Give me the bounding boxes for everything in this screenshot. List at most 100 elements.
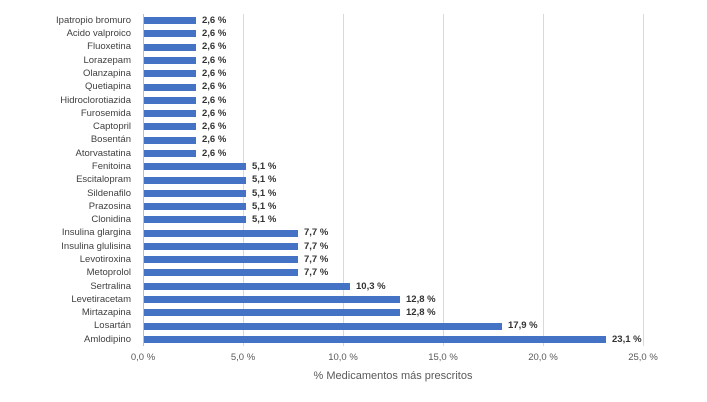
category-label: Levotiroxina [79, 253, 131, 265]
bar-value-label: 12,8 % [406, 293, 436, 305]
bar-row: 5,1 % [144, 160, 644, 173]
bar [144, 56, 196, 64]
bar-value-label: 2,6 % [202, 94, 227, 106]
category-label: Insulina glulisina [61, 240, 131, 252]
bar [144, 242, 298, 250]
category-label: Clonidina [91, 214, 131, 226]
bar-row: 12,8 % [144, 293, 644, 306]
bar-value-label: 2,6 % [202, 14, 227, 26]
plot-area: 2,6 % 2,6 % 2,6 % 2,6 % 2,6 % 2,6 % 2,6 % 2,6 %… [143, 14, 644, 346]
bar-value-label: 2,6 % [202, 68, 227, 80]
category-label: Fenitoina [91, 160, 131, 172]
bar-row: 5,1 % [144, 200, 644, 213]
x-tick-label: 15,0 % [428, 352, 458, 363]
x-tick-label: 10,0 % [328, 352, 358, 363]
bar-row: 2,6 % [144, 147, 644, 160]
bar [144, 269, 298, 277]
bar-row: 5,1 % [144, 173, 644, 186]
category-label: Amlodipino [84, 333, 131, 345]
bar-value-label: 5,1 % [252, 214, 277, 226]
gridline [543, 14, 544, 346]
bar [144, 149, 196, 157]
bar-row: 17,9 % [144, 319, 644, 332]
bar-value-label: 2,6 % [202, 54, 227, 66]
category-label: Losartán [94, 320, 131, 332]
bar [144, 30, 196, 38]
bar-row: 23,1 % [144, 333, 644, 346]
y-axis-category-labels: Ipatropio bromuro Acido valproico Fluoxeti… [0, 14, 137, 346]
bar-value-label: 2,6 % [202, 121, 227, 133]
category-label: Fluoxetina [87, 41, 131, 53]
bar [144, 229, 298, 237]
bar-row: 10,3 % [144, 280, 644, 293]
bar-row: 12,8 % [144, 306, 644, 319]
bar [144, 322, 502, 330]
bar [144, 136, 196, 144]
category-label: Bosentán [90, 134, 131, 146]
category-label: Hidroclorotiazida [60, 94, 131, 106]
bar-row: 5,1 % [144, 213, 644, 226]
category-label: Sertralina [90, 280, 131, 292]
bar [144, 123, 196, 131]
category-label: Metoprolol [86, 267, 131, 279]
category-label: Olanzapina [82, 68, 131, 80]
x-tick-label: 20,0 % [528, 352, 558, 363]
category-label: Captopril [92, 121, 131, 133]
bar-value-label: 2,6 % [202, 134, 227, 146]
category-label: Acido valproico [66, 28, 131, 40]
bar [144, 309, 400, 317]
bar-row: 2,6 % [144, 41, 644, 54]
bar [144, 163, 246, 171]
bar-row: 7,7 % [144, 240, 644, 253]
bar-value-label: 17,9 % [508, 320, 538, 332]
x-tick-label: 25,0 % [628, 352, 658, 363]
category-label: Insulina glargina [61, 227, 131, 239]
bar-value-label: 7,7 % [304, 227, 329, 239]
category-label: Mirtazapina [81, 307, 131, 319]
x-tick-label: 0,0 % [130, 352, 156, 363]
bar-value-label: 2,6 % [202, 107, 227, 119]
category-label: Atorvastatina [75, 147, 131, 159]
category-label: Lorazepam [83, 54, 131, 66]
bar-value-label: 23,1 % [612, 333, 642, 345]
bar-value-label: 5,1 % [252, 160, 277, 172]
category-label: Escitalopram [76, 174, 131, 186]
bar-value-label: 10,3 % [356, 280, 386, 292]
bar-row: 2,6 % [144, 80, 644, 93]
bar-row: 2,6 % [144, 94, 644, 107]
bar [144, 256, 298, 264]
bar [144, 96, 196, 104]
category-label: Quetiapina [85, 81, 131, 93]
bar [144, 335, 606, 343]
bar [144, 70, 196, 78]
bar-row: 2,6 % [144, 54, 644, 67]
bar-row: 2,6 % [144, 67, 644, 80]
category-label: Prazosina [88, 200, 131, 212]
bar-row: 7,7 % [144, 266, 644, 279]
bar [144, 43, 196, 51]
bar-value-label: 5,1 % [252, 174, 277, 186]
bar-value-label: 2,6 % [202, 147, 227, 159]
bar-value-label: 2,6 % [202, 28, 227, 40]
bar-value-label: 12,8 % [406, 307, 436, 319]
bar [144, 17, 196, 25]
bar [144, 110, 196, 118]
category-label: Sildenafilo [87, 187, 131, 199]
bar-value-label: 7,7 % [304, 253, 329, 265]
gridline [343, 14, 344, 346]
gridline [443, 14, 444, 346]
x-axis-title: % Medicamentos más prescritos [313, 370, 473, 382]
gridline [643, 14, 644, 346]
x-tick-label: 5,0 % [230, 352, 256, 363]
bar-value-label: 5,1 % [252, 200, 277, 212]
bar [144, 176, 246, 184]
bar [144, 83, 196, 91]
bar [144, 216, 246, 224]
bar-row: 2,6 % [144, 27, 644, 40]
category-label: Ipatropio bromuro [56, 14, 131, 26]
bar-row: 2,6 % [144, 107, 644, 120]
category-label: Levetiracetam [71, 293, 131, 305]
bar [144, 203, 246, 211]
x-axis-tick-labels: 0,0 % 5,0 % 10,0 % 15,0 % 20,0 % 25,0 % [131, 352, 658, 366]
